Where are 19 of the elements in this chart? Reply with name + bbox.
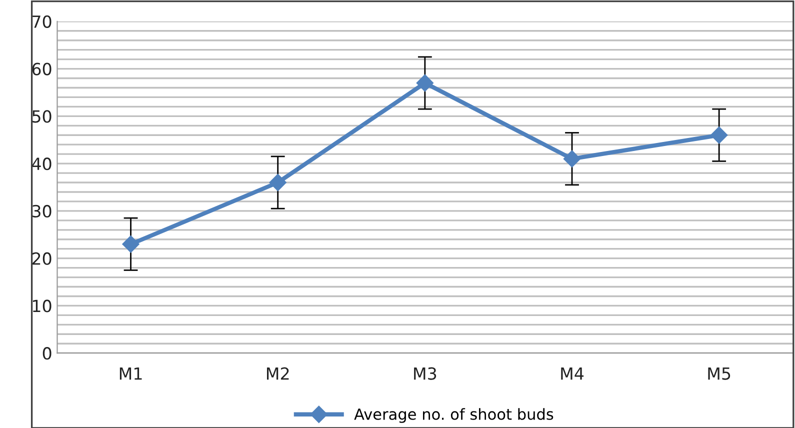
y-tick-label: 40 [32,158,52,170]
point [269,174,286,192]
point [563,150,581,168]
point [122,236,140,253]
x-tick-label: M2 [266,367,289,380]
point [710,126,728,144]
y-tick-label: 20 [32,252,52,265]
y-tick-label: 60 [32,62,52,76]
x-tick-label: M5 [708,368,730,380]
y-tick-label: 30 [32,204,52,218]
y-tick-label: 70 [32,15,52,28]
legend-label: Average no. of shoot buds [354,408,554,423]
y-tick-label: 50 [32,110,52,123]
y-tick-label: 0 [42,347,52,360]
y-tick-label: 10 [33,300,52,312]
x-tick-label: M3 [414,367,436,380]
x-tick-label: M1 [120,368,142,380]
point [416,74,434,92]
x-tick-label: M4 [561,368,584,380]
